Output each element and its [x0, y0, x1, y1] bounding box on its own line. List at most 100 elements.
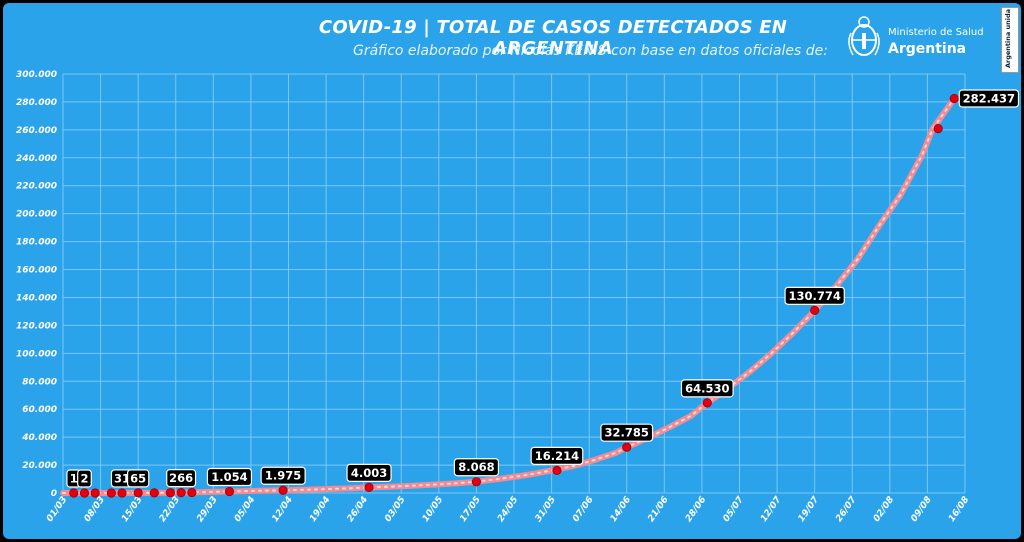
data-label: 2 — [80, 471, 88, 485]
x-tick-label: 12/04 — [271, 495, 295, 524]
data-label: 1.975 — [265, 469, 301, 483]
badge-text: Argentina unida — [1004, 8, 1012, 68]
data-marker — [471, 477, 482, 487]
data-label: 65 — [130, 471, 146, 485]
data-marker — [69, 488, 79, 498]
x-tick-label: 07/06 — [571, 495, 595, 524]
argentina-coat-of-arms-icon — [848, 16, 880, 56]
x-tick-label: 28/06 — [684, 495, 708, 524]
x-tick-label: 10/05 — [421, 495, 445, 524]
line-chart: 0 20.000 40.000 60.000 80.000 100.000 120.000 1… — [16, 70, 1020, 524]
x-tick-label: 03/05 — [383, 495, 407, 524]
y-tick-label: 140.000 — [16, 293, 57, 303]
data-marker — [949, 93, 959, 104]
data-labels-layer: 1 2 31 65 266 1.054 1.975 4.003 8.068 16.214 32.78… — [66, 89, 1020, 488]
chart-frame: 0 20.000 40.000 60.000 80.000 100.000 120.000 1… — [3, 3, 1021, 539]
y-tick-label: 280.000 — [16, 98, 57, 108]
ministerio-logo: Ministerio de Salud Argentina — [845, 13, 995, 65]
data-label: 1 — [70, 471, 78, 485]
x-tick-label: 08/03 — [83, 495, 107, 524]
y-tick-label: 60.000 — [22, 405, 57, 415]
x-tick-label: 19/04 — [308, 495, 332, 524]
data-marker — [810, 305, 820, 315]
y-tick-label: 100.000 — [16, 349, 57, 359]
data-label-box — [206, 467, 253, 487]
data-label-box — [166, 469, 197, 488]
y-axis-ticks: 0 20.000 40.000 60.000 80.000 100.000 120.000 1… — [16, 70, 57, 499]
y-tick-label: 80.000 — [22, 377, 57, 387]
y-tick-label: 160.000 — [16, 266, 57, 276]
y-tick-label: 260.000 — [16, 126, 57, 136]
data-label: 32.785 — [605, 426, 649, 440]
data-marker — [187, 487, 197, 498]
x-tick-label: 14/06 — [609, 495, 633, 524]
data-marker — [149, 488, 159, 498]
y-tick-label: 220.000 — [16, 182, 57, 192]
y-tick-label: 300.000 — [16, 70, 57, 80]
data-marker — [117, 488, 127, 498]
logo-line-1: Ministerio de Salud — [888, 27, 984, 38]
data-label-box — [958, 89, 1020, 108]
markers-layer — [69, 93, 959, 498]
data-marker — [176, 488, 186, 498]
data-label: 282.437 — [963, 92, 1015, 106]
data-marker — [702, 398, 712, 408]
x-tick-label: 16/08 — [947, 495, 971, 524]
data-marker — [90, 488, 100, 498]
x-tick-label: 17/05 — [458, 495, 482, 524]
x-tick-label: 01/03 — [45, 495, 69, 524]
data-marker — [622, 442, 632, 452]
chart-title: COVID-19 | TOTAL DE CASOS DETECTADOS EN … — [318, 17, 788, 59]
data-label: 31 — [114, 471, 130, 485]
data-marker — [224, 486, 235, 497]
data-label: 266 — [169, 471, 193, 485]
data-label-box — [680, 379, 734, 398]
data-marker — [106, 488, 116, 498]
x-tick-label: 21/06 — [646, 495, 670, 524]
data-marker — [79, 488, 90, 498]
data-label: 130.774 — [788, 289, 840, 303]
x-tick-label: 26/04 — [346, 495, 370, 524]
data-marker — [133, 488, 143, 498]
x-tick-label: 29/03 — [195, 495, 219, 524]
x-tick-label: 15/03 — [120, 495, 144, 524]
data-label-box — [260, 466, 306, 485]
data-label: 16.214 — [535, 449, 579, 463]
y-tick-label: 200.000 — [16, 210, 57, 220]
x-tick-label: 22/03 — [158, 495, 182, 524]
data-label: 1.054 — [211, 470, 247, 484]
y-tick-label: 180.000 — [16, 238, 57, 248]
x-tick-label: 09/08 — [909, 495, 933, 524]
x-tick-label: 31/05 — [534, 495, 558, 524]
data-label-box — [126, 469, 150, 488]
data-label-box — [530, 446, 584, 465]
x-tick-label: 02/08 — [872, 495, 896, 524]
data-label-box — [77, 469, 92, 488]
data-label: 4.003 — [351, 466, 387, 480]
x-tick-label: 26/07 — [834, 494, 859, 524]
data-label: 64.530 — [685, 381, 729, 395]
y-tick-label: 20.000 — [22, 461, 57, 471]
data-label-box — [600, 423, 654, 442]
data-marker — [165, 488, 175, 498]
data-marker — [278, 485, 288, 495]
x-tick-label: 05/04 — [233, 495, 257, 524]
y-tick-label: 240.000 — [16, 154, 57, 164]
data-marker — [364, 482, 374, 493]
x-tick-label: 19/07 — [797, 494, 822, 524]
data-marker — [933, 123, 943, 134]
logo-line-2: Argentina — [888, 41, 967, 57]
x-tick-label: 05/07 — [722, 494, 747, 524]
x-axis-ticks: 01/03 08/03 15/03 22/03 29/03 05/04 12/04 19/04… — [45, 494, 971, 524]
data-label: 8.068 — [458, 460, 494, 474]
gridlines — [62, 73, 966, 494]
argentina-unida-badge: Argentina unida — [1001, 7, 1019, 73]
y-tick-label: 0 — [51, 489, 57, 499]
data-label-box — [346, 463, 392, 483]
chart-subtitle: Gráfico elaborado por Nicolás KENIS con … — [352, 43, 828, 59]
data-marker — [552, 465, 562, 475]
data-label-box — [784, 286, 845, 305]
x-tick-label: 12/07 — [759, 494, 784, 524]
x-tick-label: 24/05 — [496, 495, 520, 524]
y-tick-label: 120.000 — [16, 321, 57, 331]
